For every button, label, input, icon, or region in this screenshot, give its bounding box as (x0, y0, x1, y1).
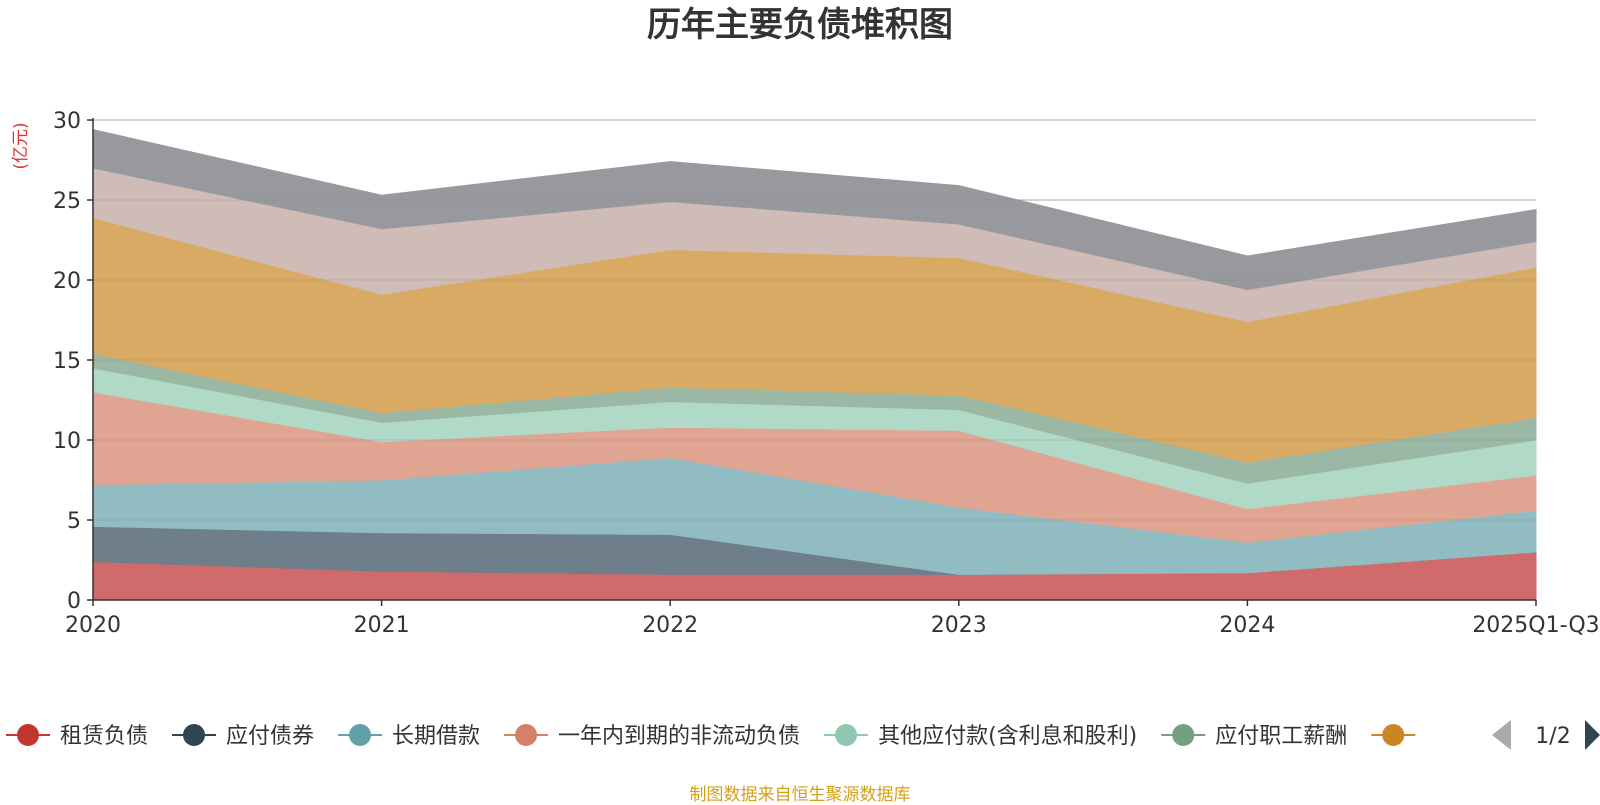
legend-label: 租赁负债 (60, 724, 148, 749)
y-tick-label: 0 (67, 589, 81, 614)
stacked-areas (92, 119, 1537, 601)
y-axis-unit: (亿元) (11, 122, 31, 169)
legend-item[interactable]: 应付职工薪酬 (1161, 724, 1347, 749)
legend-marker-icon (183, 724, 206, 746)
y-tick-label: 5 (67, 509, 81, 534)
axes: 0 5 10 15 20 25 30 2020 2021 2022 2023 2024 2025Q1-Q… (53, 109, 1600, 638)
legend-page-indicator: 1/2 (1535, 724, 1570, 749)
legend-next-icon[interactable] (1585, 720, 1600, 750)
legend-marker-icon (515, 724, 538, 746)
legend-item-partial[interactable] (1371, 724, 1416, 746)
y-tick-label: 25 (53, 189, 81, 214)
y-tick-label: 30 (53, 109, 81, 134)
y-tick-label: 20 (53, 269, 81, 294)
legend-label: 应付职工薪酬 (1215, 724, 1347, 749)
x-tick-label: 2021 (354, 613, 410, 638)
legend-marker-icon (349, 724, 372, 746)
legend-marker-icon (17, 724, 39, 746)
y-tick-label: 15 (53, 349, 81, 374)
legend-label: 长期借款 (392, 724, 480, 749)
legend-marker-icon (835, 724, 858, 746)
legend-prev-icon[interactable] (1492, 720, 1511, 750)
x-tick-label: 2020 (65, 613, 121, 638)
legend-label: 应付债券 (226, 724, 314, 749)
legend-label: 其他应付款(含利息和股利) (878, 724, 1137, 749)
x-tick-label: 2023 (931, 613, 987, 638)
source-footer: 制图数据来自恒生聚源数据库 (689, 785, 911, 805)
legend-item[interactable]: 应付债券 (172, 724, 314, 749)
x-tick-label: 2022 (642, 613, 698, 638)
legend-item[interactable]: 一年内到期的非流动负债 (504, 724, 800, 749)
legend-item[interactable]: 其他应付款(含利息和股利) (824, 724, 1137, 749)
legend-item[interactable]: 租赁负债 (6, 724, 148, 749)
legend-marker-icon (1382, 724, 1405, 746)
area-series-9 (92, 128, 1537, 291)
legend: 租赁负债 应付债券 长期借款 一年内到期的非流动负债 其他应付款(含利息和股利) 应付职工… (6, 720, 1600, 750)
legend-label: 一年内到期的非流动负债 (558, 724, 800, 749)
legend-marker-icon (1172, 724, 1195, 746)
legend-item[interactable]: 长期借款 (338, 724, 480, 749)
x-tick-label: 2024 (1219, 613, 1275, 638)
chart-title: 历年主要负债堆积图 (647, 5, 953, 45)
x-tick-label: 2025Q1-Q3 (1472, 613, 1599, 638)
y-tick-label: 10 (53, 429, 81, 454)
